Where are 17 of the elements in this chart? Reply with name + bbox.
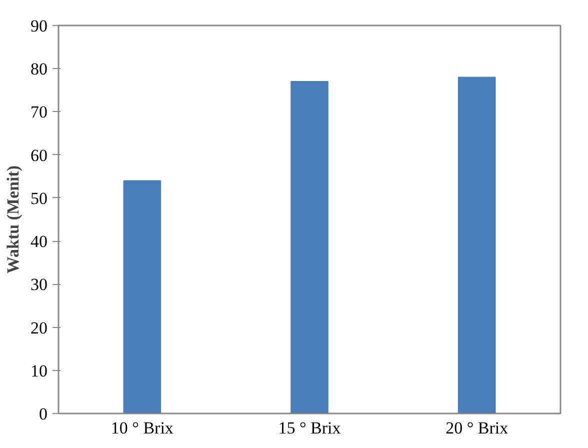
y-tick-label: 40 [30,232,48,252]
bar [290,81,328,414]
y-tick-label: 60 [30,146,48,165]
y-tick-label: 70 [30,102,48,122]
y-tick-label: 30 [30,275,48,294]
y-tick-label: 50 [30,188,48,208]
y-tick-label: 10 [30,361,48,380]
bar [458,76,496,414]
y-tick-label: 20 [30,318,48,338]
y-axis-title: Waktu (Menit) [4,165,22,274]
x-tick-label: 15 ° Brix [278,418,342,438]
y-tick-label: 80 [30,60,48,79]
x-tick-label: 10 ° Brix [110,418,174,438]
y-tick-label: 0 [39,404,48,424]
y-tick-label: 90 [30,16,48,36]
bar [123,180,162,414]
x-tick-label: 20 ° Brix [446,418,509,438]
